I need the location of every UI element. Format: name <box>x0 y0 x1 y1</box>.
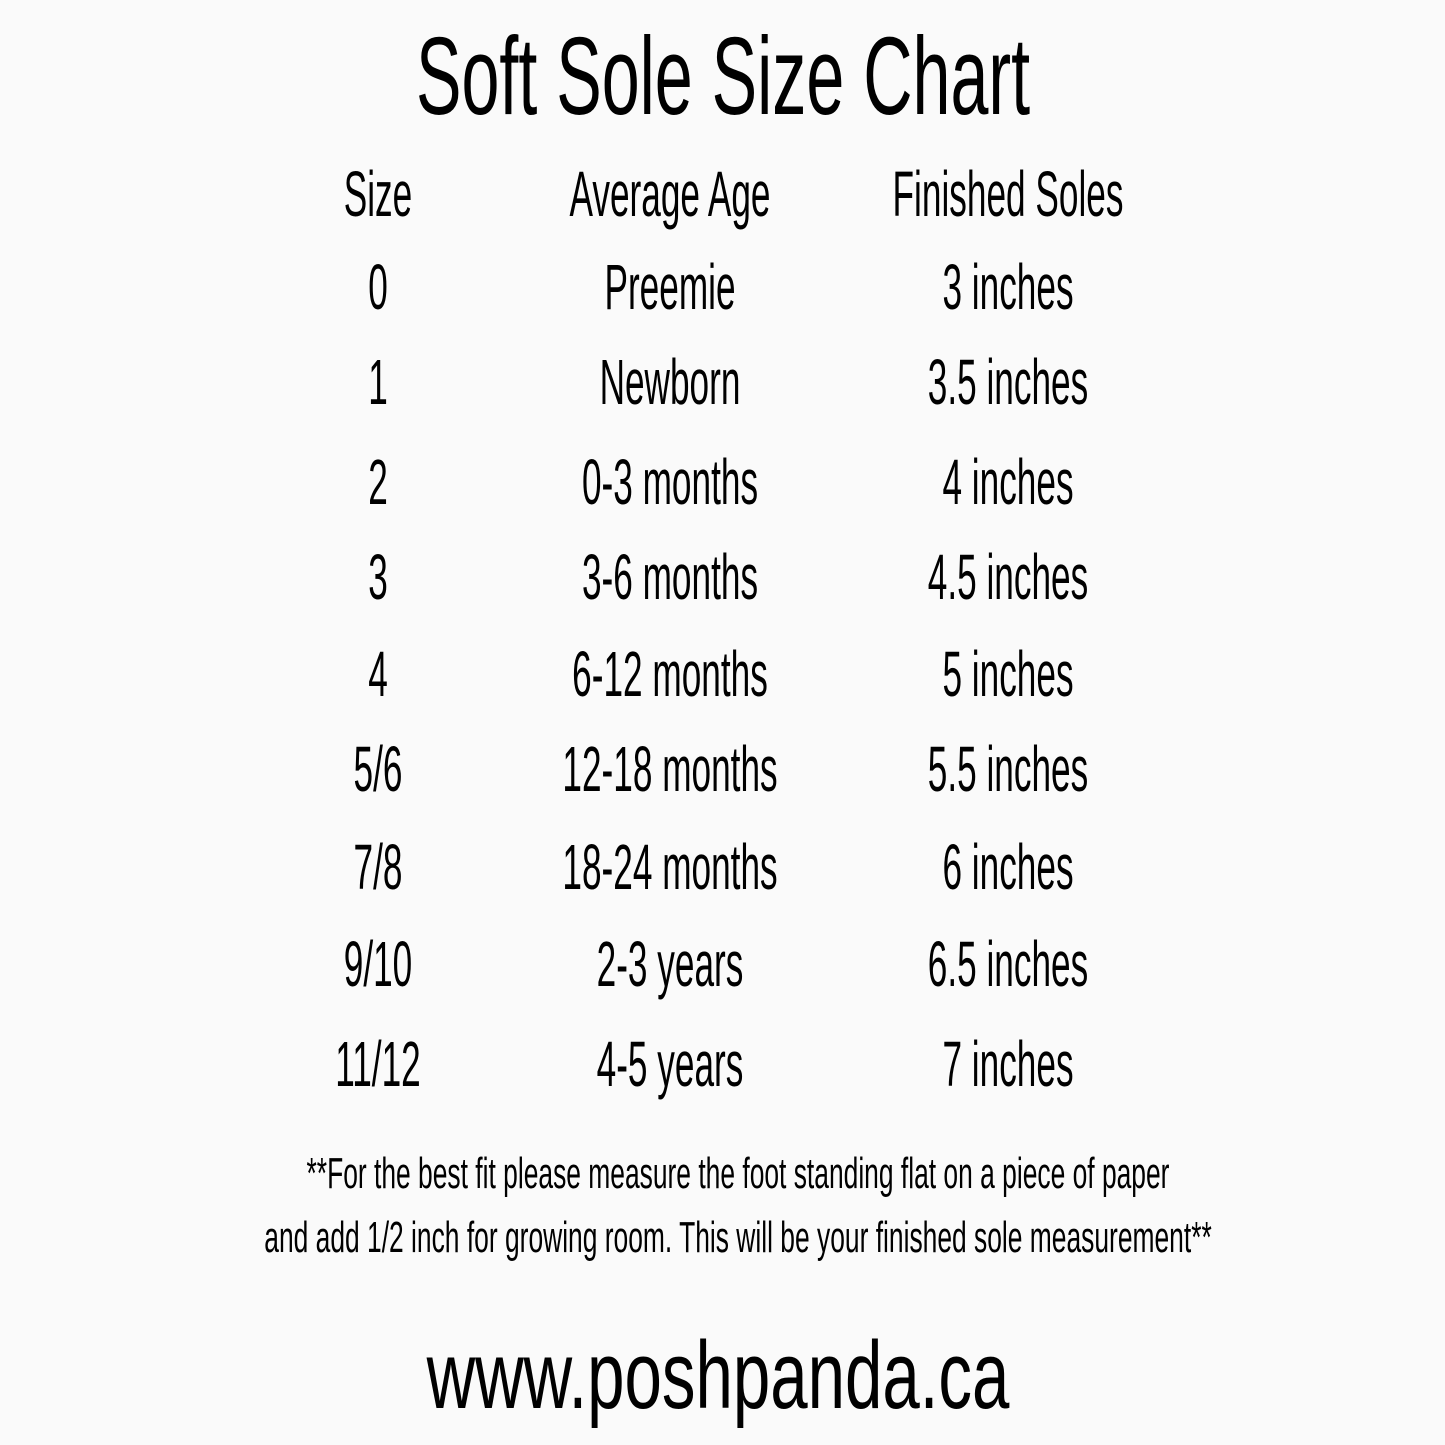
cell-finished-sole: 3.5 inches <box>927 346 1089 418</box>
cell-average-age: 6-12 months <box>572 638 768 710</box>
cell-finished-sole: 5.5 inches <box>927 733 1089 805</box>
cell-average-age: Preemie <box>604 251 736 323</box>
cell-size: 1 <box>368 346 388 418</box>
cell-size: 2 <box>368 446 388 518</box>
cell-size: 9/10 <box>343 928 413 1000</box>
cell-size: 4 <box>368 638 388 710</box>
cell-average-age: 0-3 months <box>581 446 759 518</box>
header-finished-soles: Finished Soles <box>892 158 1124 230</box>
cell-size: 0 <box>368 251 388 323</box>
cell-average-age: 18-24 months <box>562 831 778 903</box>
cell-finished-sole: 3 inches <box>942 251 1074 323</box>
cell-size: 3 <box>368 541 388 613</box>
fit-note-line-1: **For the best fit please measure the fo… <box>306 1149 1170 1198</box>
fit-note-line-2: and add 1/2 inch for growing room. This … <box>264 1213 1212 1262</box>
cell-finished-sole: 4 inches <box>942 446 1074 518</box>
cell-finished-sole: 6 inches <box>942 831 1074 903</box>
cell-average-age: 12-18 months <box>562 733 778 805</box>
page-title: Soft Sole Size Chart <box>415 15 1031 138</box>
cell-average-age: 4-5 years <box>596 1028 744 1100</box>
cell-size: 5/6 <box>353 733 403 805</box>
cell-size: 7/8 <box>353 831 403 903</box>
cell-finished-sole: 5 inches <box>942 638 1074 710</box>
cell-average-age: Newborn <box>599 346 741 418</box>
cell-size: 11/12 <box>335 1028 421 1100</box>
header-average-age: Average Age <box>569 158 771 230</box>
cell-finished-sole: 6.5 inches <box>927 928 1089 1000</box>
header-size: Size <box>343 158 413 230</box>
cell-finished-sole: 7 inches <box>942 1028 1074 1100</box>
cell-average-age: 3-6 months <box>581 541 759 613</box>
cell-average-age: 2-3 years <box>596 928 744 1000</box>
website-link[interactable]: www.poshpanda.ca <box>426 1322 1010 1429</box>
cell-finished-sole: 4.5 inches <box>927 541 1089 613</box>
